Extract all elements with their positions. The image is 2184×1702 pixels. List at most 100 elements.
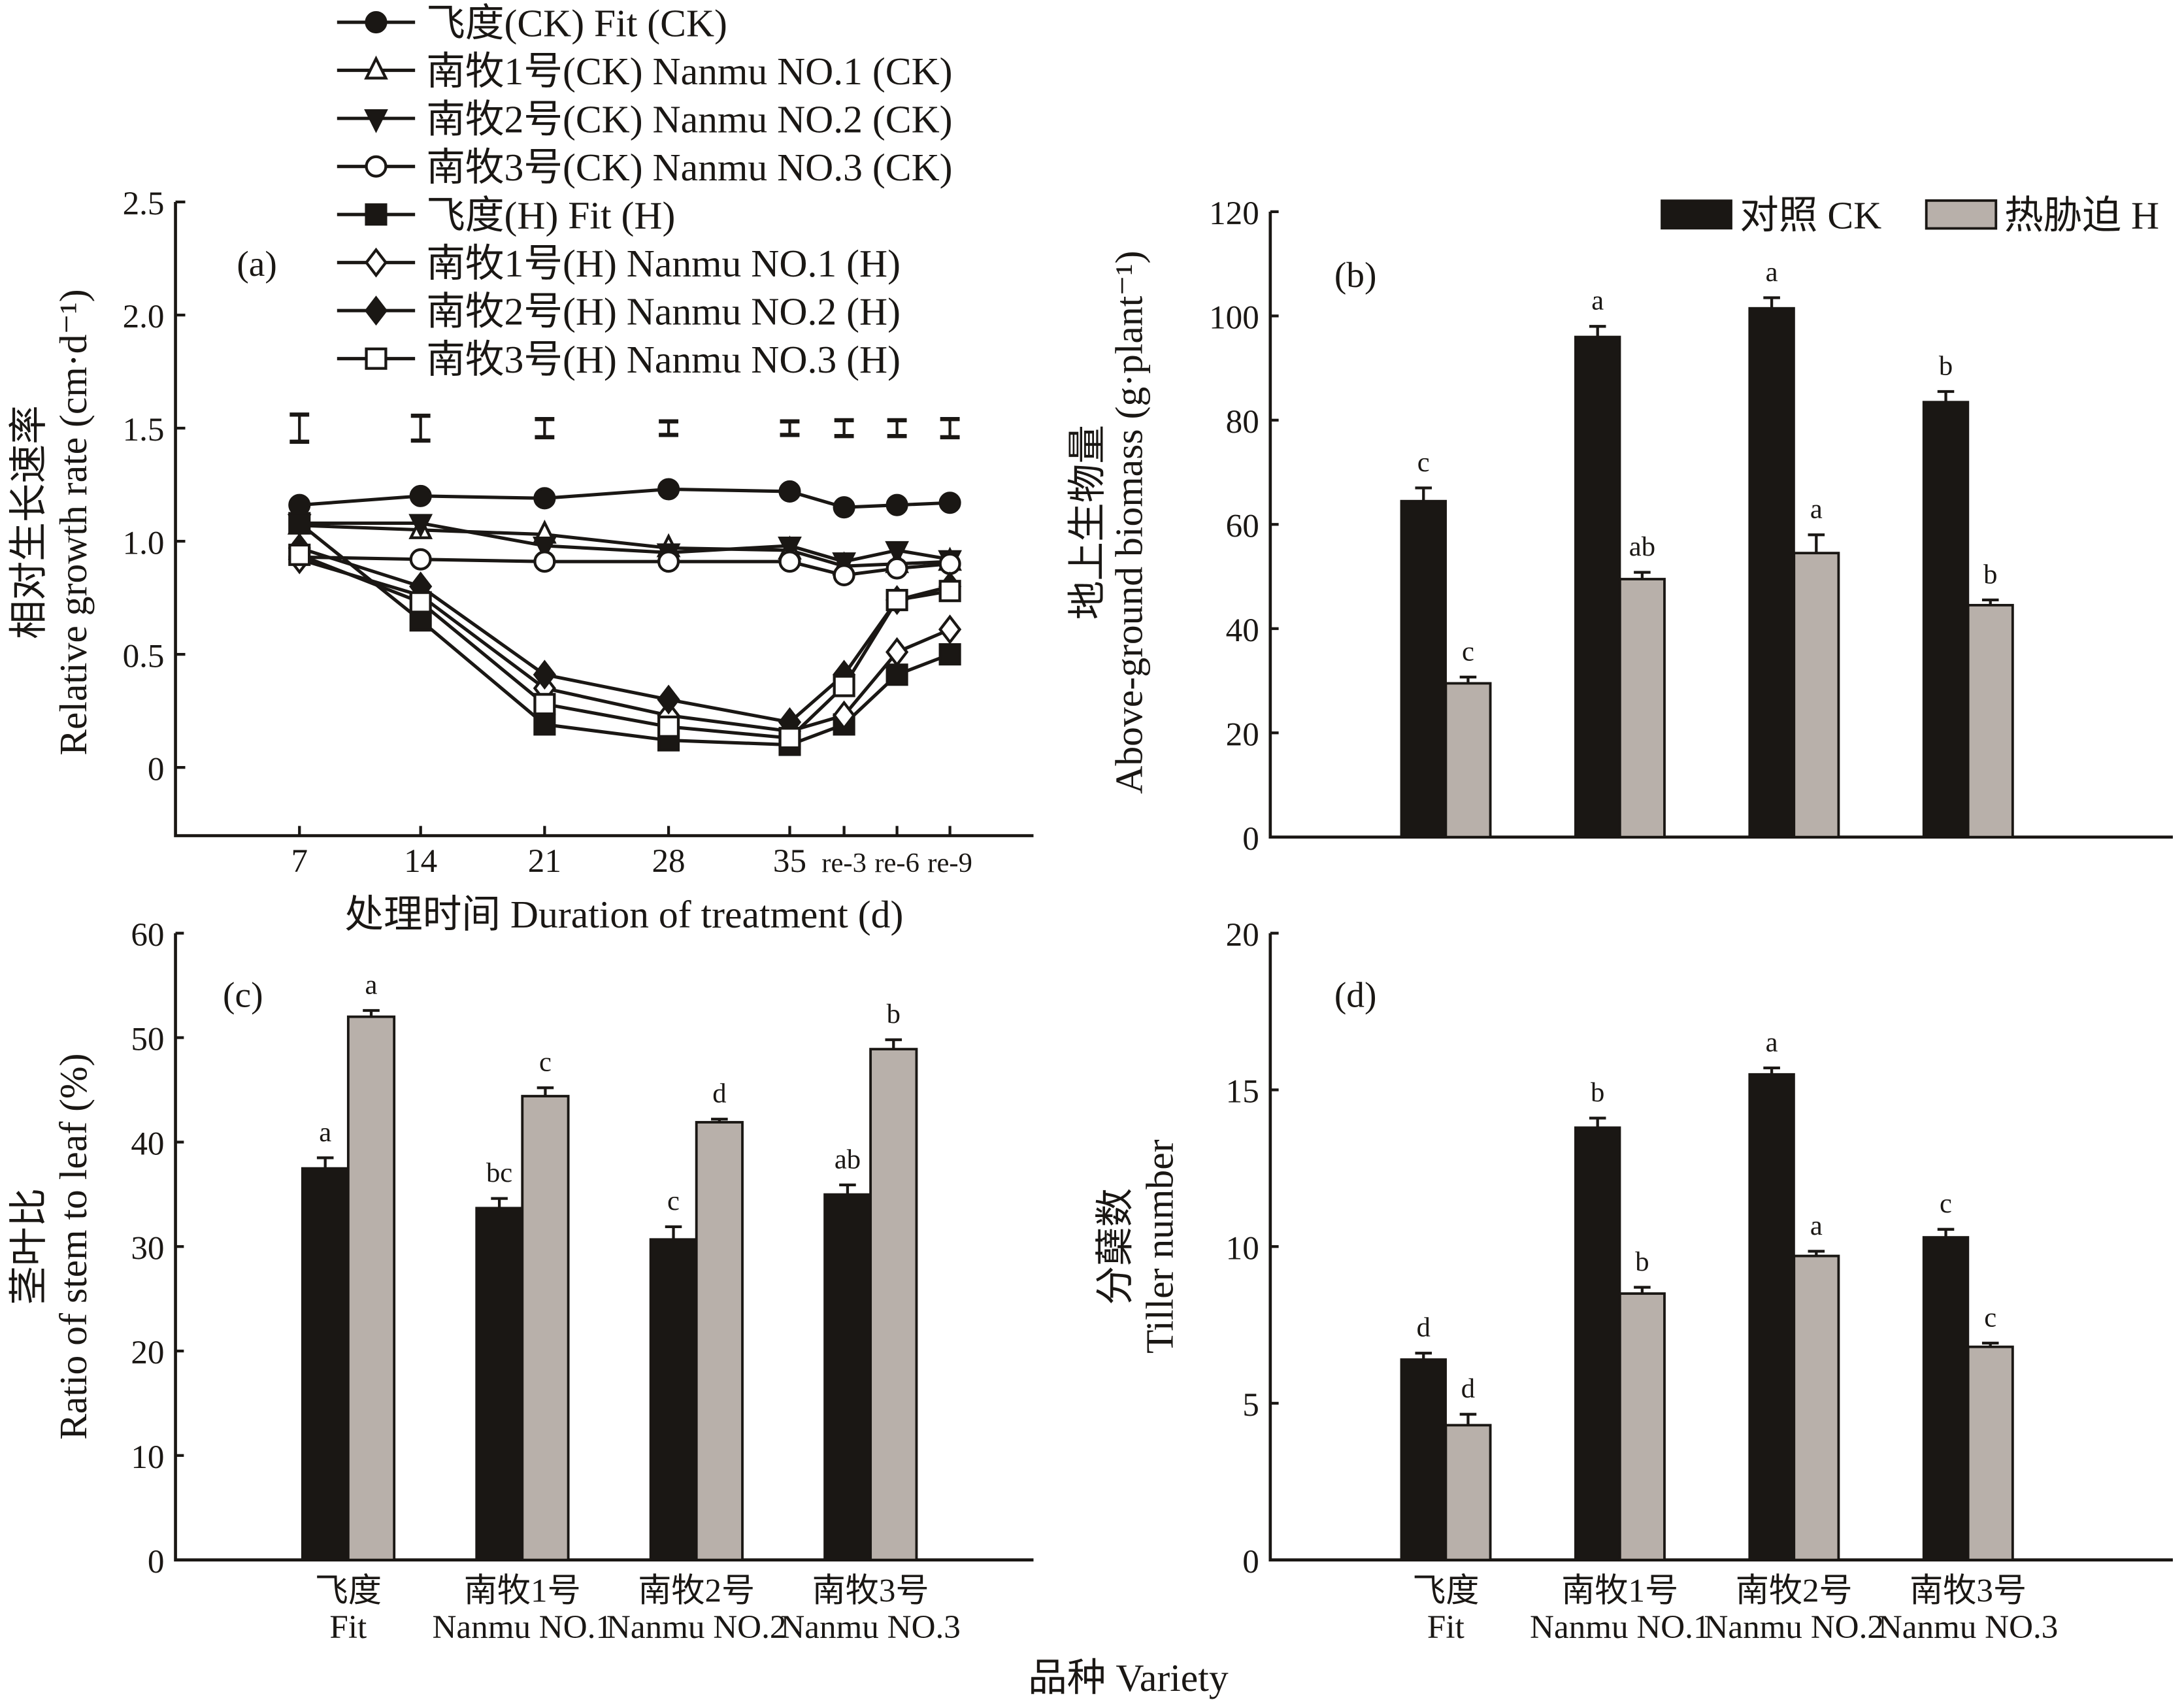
series-line bbox=[299, 553, 951, 740]
data-point bbox=[533, 713, 556, 736]
y-tick-label: 60 bbox=[1226, 507, 1259, 544]
lsd-bar bbox=[535, 417, 555, 440]
y-tick-label: 10 bbox=[131, 1439, 164, 1476]
lsd-bar bbox=[834, 418, 854, 439]
significance-letter: d bbox=[1461, 1373, 1475, 1404]
data-point bbox=[938, 552, 961, 575]
y-tick-label: 10 bbox=[1226, 1229, 1259, 1267]
legend-marker bbox=[365, 347, 388, 370]
legend-marker bbox=[364, 247, 388, 278]
series-5 bbox=[288, 512, 961, 756]
x-tick-label-cn: 南牧2号 bbox=[638, 1573, 755, 1610]
bar-heat bbox=[1793, 1254, 1840, 1561]
x-tick-label-cn: 飞度 bbox=[315, 1573, 382, 1610]
bar-ck bbox=[1748, 307, 1795, 839]
y-tick-label: 120 bbox=[1209, 195, 1259, 232]
x-tick-label: 7 bbox=[291, 843, 308, 880]
significance-letter: c bbox=[1462, 636, 1474, 667]
significance-letter: a bbox=[1810, 1210, 1823, 1241]
legend-label: 飞度(CK) Fit (CK) bbox=[426, 1, 727, 44]
data-point bbox=[288, 543, 311, 566]
data-point bbox=[832, 552, 856, 576]
data-point bbox=[833, 496, 855, 519]
bar-heat bbox=[1444, 682, 1492, 839]
x-tick-label-cn: 南牧3号 bbox=[812, 1573, 929, 1610]
legend-item: 对照 CK bbox=[1661, 193, 1881, 237]
y-tick-label: 20 bbox=[1226, 916, 1259, 954]
data-point bbox=[833, 700, 856, 731]
data-point bbox=[533, 487, 556, 510]
data-point bbox=[833, 675, 855, 697]
legend-label: 飞度(H) Fit (H) bbox=[426, 193, 675, 237]
y-tick-label: 2.0 bbox=[123, 298, 165, 335]
panel-d-y-axis-label-en: Tiller number bbox=[1138, 1139, 1182, 1354]
lsd-bar bbox=[887, 418, 907, 439]
x-tick-label: re-9 bbox=[927, 848, 972, 878]
data-point bbox=[533, 550, 556, 573]
panel-a-axis-lines bbox=[174, 201, 1034, 837]
significance-letter: b bbox=[1591, 1077, 1604, 1108]
data-point bbox=[938, 492, 961, 514]
data-point bbox=[778, 536, 802, 561]
bar-ck bbox=[1748, 1073, 1795, 1561]
x-tick-label-en: Nanmu NO.2 bbox=[1704, 1609, 1884, 1646]
legend-label: 南牧3号(H) Nanmu NO.3 (H) bbox=[426, 338, 901, 381]
lsd-bar bbox=[780, 419, 800, 437]
data-point bbox=[409, 548, 432, 571]
bar-ck bbox=[823, 1193, 872, 1561]
data-point bbox=[885, 541, 909, 565]
y-tick-label: 0 bbox=[148, 750, 165, 788]
bar-ck bbox=[301, 1167, 350, 1561]
data-point bbox=[288, 512, 311, 535]
data-point bbox=[657, 684, 680, 715]
panel-a-ticks: 0 0.5 1.0 1.5 2.0 2.5 7 14 21 28 35 re-3 re-6 re-9 bbox=[123, 185, 972, 880]
data-point bbox=[778, 727, 801, 750]
significance-letter: ab bbox=[1629, 531, 1655, 562]
legend-swatch bbox=[1661, 199, 1732, 230]
series-line bbox=[299, 558, 951, 733]
legend-label: 南牧3号(CK) Nanmu NO.3 (CK) bbox=[426, 146, 952, 189]
legend-label: 南牧2号(H) Nanmu NO.2 (H) bbox=[426, 290, 901, 333]
data-point bbox=[409, 484, 432, 507]
significance-letter: c bbox=[1940, 1188, 1952, 1219]
shared-x-axis-label: 品种 Variety bbox=[1028, 1656, 1229, 1699]
y-tick-label: 100 bbox=[1209, 299, 1259, 337]
panel-a-y-axis-label-en: Relative growth rate (cm·d⁻¹) bbox=[52, 289, 95, 756]
panel-a-x-axis-label: 处理时间 Duration of treatment (d) bbox=[344, 893, 903, 936]
legend-marker bbox=[365, 203, 388, 226]
y-tick-label: 1.5 bbox=[123, 411, 165, 448]
legend-swatch bbox=[1925, 199, 1998, 230]
y-tick-label: 0 bbox=[1242, 820, 1259, 858]
significance-letter: a bbox=[319, 1117, 331, 1148]
significance-letter: b bbox=[887, 999, 901, 1029]
legend-item: 南牧2号(H) Nanmu NO.2 (H) bbox=[337, 290, 901, 333]
bar-heat bbox=[1793, 552, 1840, 839]
panel-d-tag: (d) bbox=[1334, 975, 1377, 1015]
x-tick-label-en: Nanmu NO.1 bbox=[433, 1609, 613, 1646]
bar-heat bbox=[869, 1048, 918, 1561]
data-point bbox=[409, 591, 432, 614]
legend-marker bbox=[364, 55, 388, 80]
series-8 bbox=[288, 543, 961, 750]
lsd-bar bbox=[410, 413, 431, 443]
significance-letter: b bbox=[1983, 559, 1997, 590]
bar-ck bbox=[1922, 401, 1970, 839]
legend-label: 热胁迫 H bbox=[2004, 193, 2159, 237]
x-tick-label-en: Nanmu NO.1 bbox=[1530, 1609, 1710, 1646]
y-tick-label: 1.0 bbox=[123, 524, 165, 561]
bar-ck bbox=[1400, 499, 1447, 839]
significance-letter: c bbox=[1984, 1302, 1996, 1333]
panel-d-y-axis-label-cn: 分蘖数 bbox=[1093, 1188, 1136, 1305]
panel-b-y-axis-label-en: Above-ground biomass (g·plant⁻¹) bbox=[1108, 250, 1151, 793]
bar-ck bbox=[1922, 1236, 1970, 1561]
y-tick-label: 0.5 bbox=[123, 637, 165, 675]
x-tick-label-en: Fit bbox=[1427, 1609, 1464, 1646]
significance-letter: d bbox=[1417, 1312, 1431, 1343]
legend-marker bbox=[364, 295, 388, 326]
significance-letter: b bbox=[1635, 1246, 1649, 1277]
